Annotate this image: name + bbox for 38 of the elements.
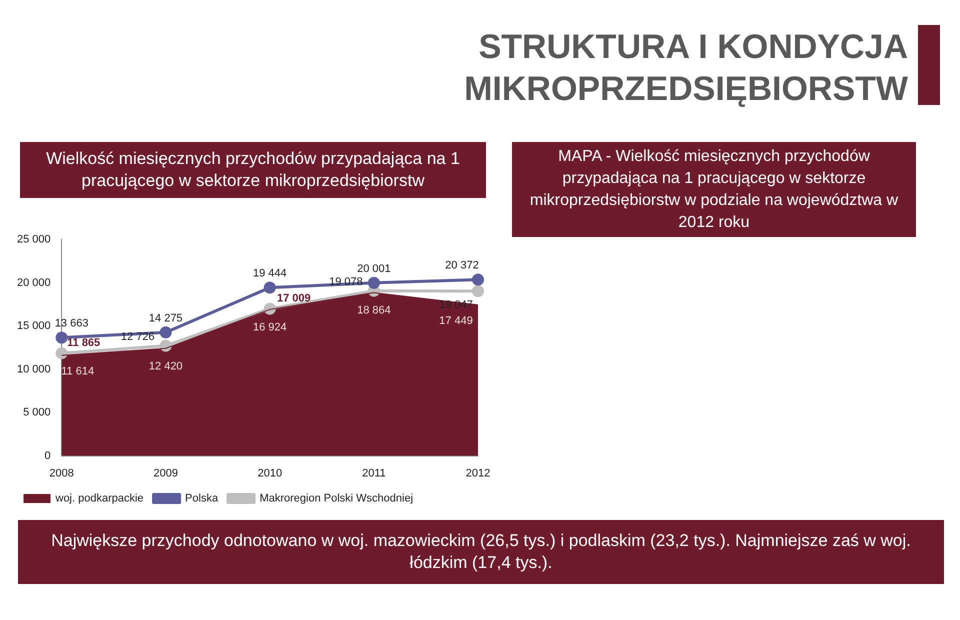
text: MAPA - Wielkość miesięcznych przychodów przypadająca na 1 pracującego w sektorze mikroprzedsiębiorstw w podziale na województwa w 2012 roku bbox=[512, 142, 916, 237]
data-label: 20 372 bbox=[445, 260, 479, 272]
point bbox=[368, 276, 380, 289]
y-tick-label: 10 000 bbox=[16, 363, 51, 376]
data-label: 20 001 bbox=[357, 262, 391, 275]
y-tick-label: 25 000 bbox=[16, 234, 51, 246]
y-tick-label: 20 000 bbox=[16, 276, 51, 289]
point bbox=[56, 347, 68, 360]
x-tick-label: 2011 bbox=[362, 467, 386, 480]
data-label: 16 924 bbox=[252, 321, 287, 334]
data-label: 13 663 bbox=[54, 318, 88, 330]
data-label: 19 444 bbox=[252, 268, 287, 280]
x-tick-label: 2009 bbox=[153, 467, 178, 480]
data-label: 17 009 bbox=[276, 292, 311, 305]
text: Największe przychody odnotowano w woj. mazowieckim (26,5 tys.) i podlaskim (23,2 tys.). Najmniejsze zaś w woj. łódzkim (17,4 tys.). bbox=[18, 520, 944, 584]
data-label: 11 614 bbox=[61, 365, 94, 378]
data-label: 17 449 bbox=[439, 314, 473, 327]
x-tick-label: 2010 bbox=[258, 467, 282, 480]
legend-label: woj. podkarpackie bbox=[54, 492, 144, 505]
data-label: 19 047 bbox=[439, 299, 473, 312]
data-label: 12 420 bbox=[148, 360, 183, 372]
x-tick-label: 2012 bbox=[466, 467, 490, 480]
point bbox=[56, 332, 68, 344]
legend-label: Makroregion Polski Wschodniej bbox=[260, 492, 414, 505]
x-tick-label: 2008 bbox=[49, 467, 74, 480]
point bbox=[160, 326, 172, 338]
y-tick-label: 15 000 bbox=[16, 320, 51, 332]
y-tick-label: 0 bbox=[44, 450, 51, 462]
data-label: 14 275 bbox=[148, 312, 183, 324]
point bbox=[472, 274, 484, 286]
text: STRUKTURA I KONDYCJA MIKROPRZEDSIĘBIORSTW bbox=[463, 27, 908, 110]
legend-label: Polska bbox=[185, 492, 219, 505]
y-tick-label: 5 000 bbox=[23, 406, 51, 419]
chart-subtitle: Wielkość miesięcznych przychodów przypadająca na 1 pracującego w sektorze mikroprzedsiębiorstw bbox=[20, 142, 486, 198]
data-label: 18 864 bbox=[357, 304, 391, 317]
data-label: 11 865 bbox=[67, 337, 100, 350]
point bbox=[264, 282, 276, 294]
point bbox=[472, 285, 484, 298]
